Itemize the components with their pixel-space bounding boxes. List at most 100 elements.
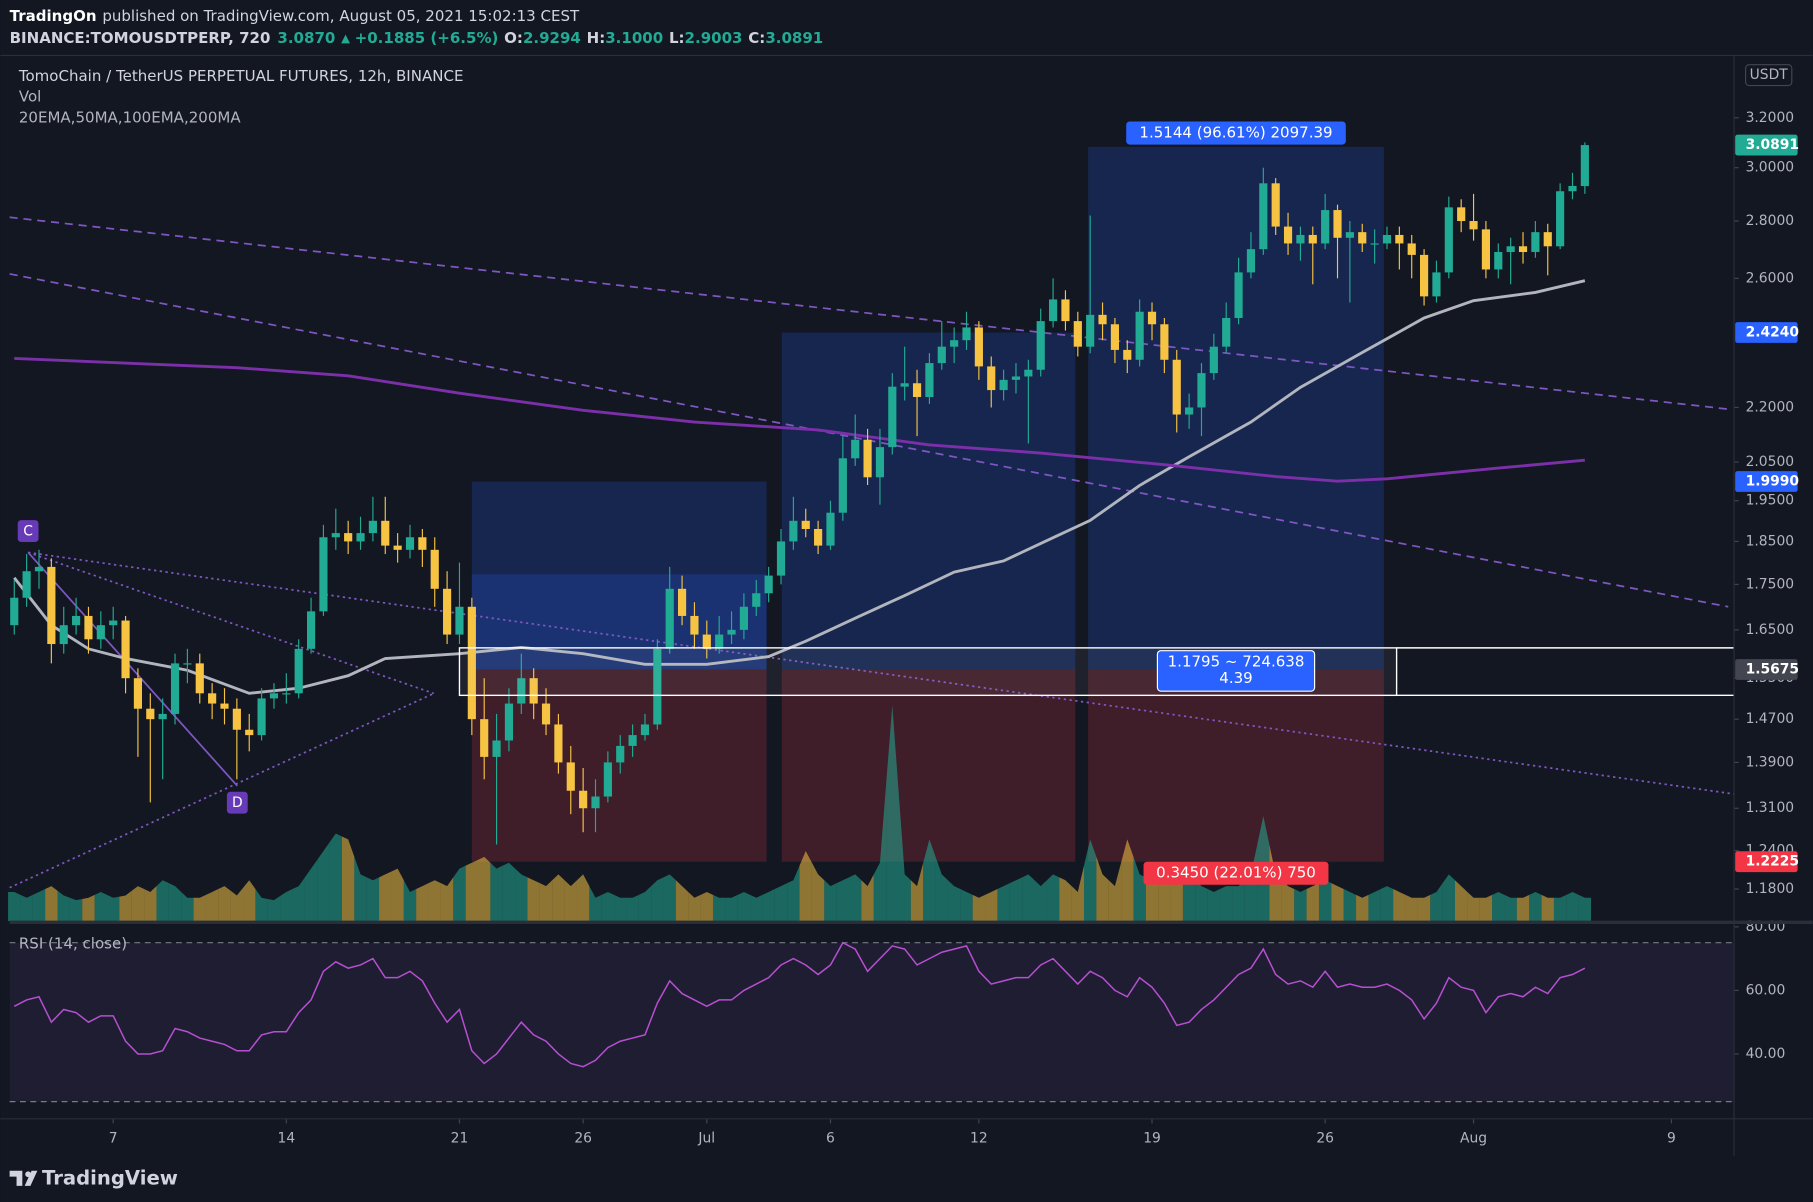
marks (10, 142, 1589, 1068)
rsi-line (13, 941, 1586, 1068)
candle-body (603, 762, 612, 797)
volume (947, 880, 961, 922)
trend-line (27, 551, 1735, 795)
volume (762, 889, 775, 922)
volume (1529, 891, 1542, 922)
y-tick-label: 1.9500 (1746, 493, 1795, 509)
pattern-label: C (23, 524, 33, 540)
volume-label: Vol (19, 88, 41, 106)
candle-body (1469, 221, 1478, 230)
candle-body (109, 620, 118, 626)
volume (873, 783, 887, 922)
candle-body (1185, 407, 1194, 415)
arrow: ▲ (341, 31, 350, 45)
volume (688, 891, 701, 922)
x-tick-label: 26 (574, 1130, 592, 1146)
candle-body (1432, 272, 1441, 297)
candle-body (764, 575, 773, 594)
candle-body (170, 663, 180, 714)
candle-body (269, 693, 279, 699)
range-label: 4.39 (1219, 669, 1252, 687)
volume (527, 877, 540, 922)
volume (1096, 856, 1109, 922)
candle-body (195, 663, 204, 694)
last: 3.0870 (277, 29, 335, 47)
symbol: BINANCE:TOMOUSDTPERP, 720 (10, 29, 271, 47)
candle-body (368, 520, 377, 534)
ohlc-key: H: (587, 29, 606, 47)
candle-body (1308, 234, 1317, 244)
volume (886, 705, 899, 922)
volume (119, 890, 132, 922)
candle-body (245, 729, 254, 736)
ohlc-value: 3.0891 (765, 29, 823, 47)
change: +0.1885 (+6.5%) (355, 29, 499, 47)
price-badge (1735, 659, 1798, 680)
volume (1343, 889, 1357, 922)
publish-line: TradingOn published on TradingView.com, A… (10, 7, 580, 25)
candle-body (1197, 373, 1206, 408)
volume (675, 880, 689, 922)
stop-zone (471, 669, 767, 862)
ohlc-key: O: (504, 29, 523, 47)
volume (861, 874, 874, 922)
volume (502, 862, 516, 922)
volume (1356, 894, 1369, 922)
y-tick-label: 3.0000 (1746, 160, 1795, 176)
volume (1430, 883, 1443, 922)
volume (787, 865, 800, 922)
candle-body (22, 571, 31, 598)
volume (552, 874, 565, 922)
price-badge-label: 3.0891 (1746, 137, 1799, 153)
volume (243, 880, 256, 922)
candle-body (146, 708, 155, 720)
candle-body (47, 566, 56, 645)
volume (131, 886, 145, 922)
volume (144, 886, 157, 922)
rsi-pane (9, 924, 1735, 1119)
volume (230, 887, 244, 922)
candle-body (1481, 229, 1491, 270)
volume (700, 891, 713, 922)
y-tick-label: 2.6000 (1746, 270, 1795, 286)
x-tick-label: 19 (1143, 1130, 1161, 1146)
trend-line (27, 551, 435, 695)
volume (453, 865, 466, 922)
volume (329, 833, 342, 922)
volume (181, 891, 194, 922)
range-label: 1.1795 ~ 724.638 (1168, 653, 1305, 671)
volume (799, 851, 812, 922)
candle-body (443, 588, 452, 635)
volume (1071, 865, 1084, 922)
volume (465, 859, 479, 922)
volume (341, 836, 355, 922)
candle-body (1123, 349, 1132, 360)
candle-body (121, 620, 130, 679)
candle-body (1234, 272, 1243, 318)
moving-average (14, 357, 1585, 483)
candle-body (517, 678, 526, 704)
candle-body (1444, 207, 1453, 273)
candle-body (1556, 191, 1565, 247)
candle-body (739, 606, 748, 630)
candle-body (418, 537, 427, 550)
volume (737, 891, 751, 922)
volume (8, 891, 21, 922)
candle-body (1246, 249, 1256, 273)
volume (1207, 889, 1221, 922)
volume (94, 891, 108, 922)
x-tick-label: Aug (1460, 1130, 1487, 1146)
rsi-label: RSI (14, close) (19, 935, 127, 953)
logo (25, 1171, 32, 1178)
candle-body (1395, 234, 1404, 244)
candle-body (727, 629, 736, 635)
candle-body (1531, 232, 1540, 253)
candle-body (72, 615, 81, 626)
volume (354, 856, 367, 922)
volume (712, 894, 726, 922)
volume (626, 894, 639, 922)
ohlc-value: 2.9003 (685, 29, 743, 47)
candle-body (1098, 314, 1107, 325)
volume (1380, 886, 1394, 922)
